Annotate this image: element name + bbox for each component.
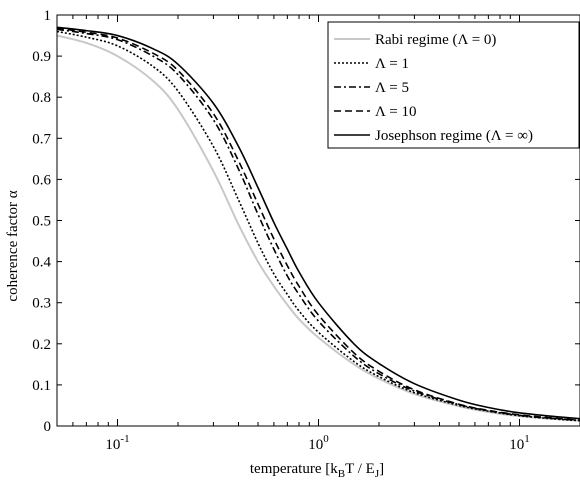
x-tick-label: 101 bbox=[509, 433, 530, 453]
legend-label-1: Λ = 1 bbox=[375, 56, 409, 72]
y-tick-label: 0.6 bbox=[32, 172, 51, 188]
y-tick-label: 1 bbox=[44, 8, 52, 24]
y-tick-label: 0.2 bbox=[32, 337, 51, 353]
y-tick-label: 0 bbox=[44, 419, 52, 435]
series-line-0 bbox=[56, 34, 580, 422]
legend-box bbox=[327, 21, 580, 149]
y-axis-label: coherence factor α bbox=[5, 190, 21, 301]
series-line-4 bbox=[56, 26, 580, 420]
legend-label-3: Λ = 10 bbox=[375, 104, 416, 120]
x-tick-label: 10-1 bbox=[105, 433, 129, 453]
legend: Rabi regime (Λ = 0) Λ = 1 Λ = 5 Λ = 10 Josep… bbox=[327, 21, 580, 149]
y-tick-label: 0.8 bbox=[32, 90, 51, 106]
tick-labels: 0 0.1 0.2 0.3 0.4 0.5 0.6 0.7 0.8 0.9 1 10-1 100 101 bbox=[32, 8, 529, 453]
legend-label-4: Josephson regime (Λ = ∞) bbox=[375, 128, 533, 144]
y-tick-label: 0.7 bbox=[32, 131, 51, 147]
legend-label-2: Λ = 5 bbox=[375, 80, 409, 96]
y-tick-label: 0.3 bbox=[32, 296, 51, 312]
legend-label-0: Rabi regime (Λ = 0) bbox=[375, 32, 496, 48]
x-axis-label: temperature [kBT / EJ] bbox=[250, 461, 384, 479]
y-tick-label: 0.5 bbox=[32, 214, 51, 230]
y-tick-label: 0.1 bbox=[32, 378, 51, 394]
data-curves bbox=[56, 26, 580, 422]
y-tick-label: 0.9 bbox=[32, 49, 51, 65]
series-line-3 bbox=[56, 27, 580, 422]
y-tick-label: 0.4 bbox=[32, 255, 51, 271]
x-tick-label: 100 bbox=[308, 433, 329, 453]
axis-ticks bbox=[56, 14, 580, 427]
